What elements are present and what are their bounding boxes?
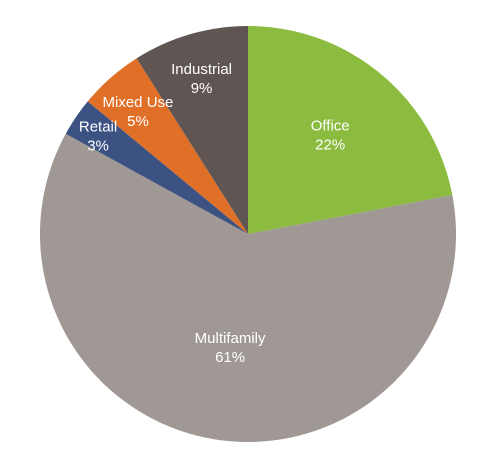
slice-label-percent: 22% (315, 137, 345, 154)
pie-slice-industrial (136, 26, 248, 234)
slice-label-mixed-use: Mixed Use 5% (103, 94, 174, 130)
slice-label-percent: 3% (87, 137, 109, 154)
slice-label-name: Office (311, 118, 350, 135)
slice-label-office: Office 22% (311, 118, 350, 154)
labels-layer: Office 22% Multifamily 61% Retail 3% Mixed Use… (79, 61, 350, 366)
pie-slice-mixed-use (87, 58, 248, 234)
slice-label-name: Mixed Use (103, 94, 174, 111)
slice-label-retail: Retail 3% (79, 118, 117, 154)
slice-label-percent: 61% (215, 349, 245, 366)
slice-label-multifamily: Multifamily 61% (195, 330, 266, 366)
slice-label-percent: 9% (191, 80, 213, 97)
slice-label-name: Industrial (171, 61, 232, 78)
pie-slice-multifamily (39, 133, 456, 443)
pie-slice-office (248, 26, 453, 234)
pie-slice-retail (65, 101, 248, 235)
slice-label-name: Retail (79, 118, 117, 135)
slices-layer (39, 26, 456, 443)
slice-label-name: Multifamily (195, 330, 266, 347)
slice-label-percent: 5% (127, 113, 149, 130)
slice-label-industrial: Industrial 9% (171, 61, 232, 97)
